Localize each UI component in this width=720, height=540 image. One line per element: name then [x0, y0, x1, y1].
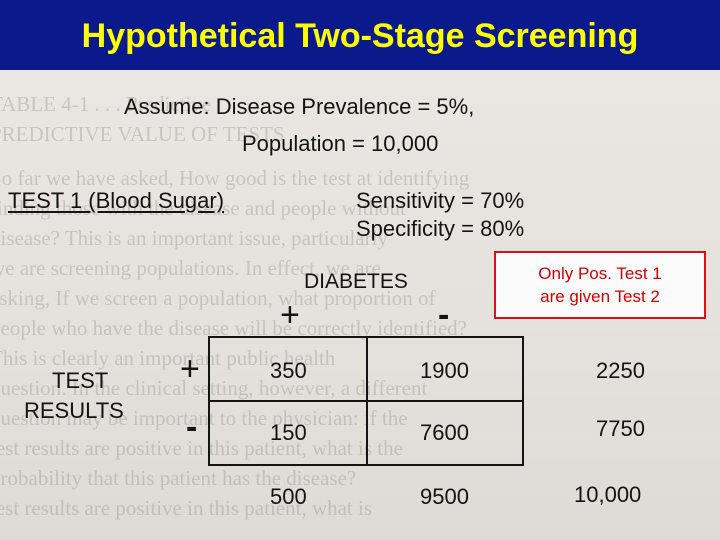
row-header-results: RESULTS — [24, 398, 124, 423]
two-stage-note-callout: Only Pos. Test 1 are given Test 2 — [494, 251, 706, 319]
column-total-without-disease: 9500 — [420, 484, 469, 509]
test-name: TEST 1 (Blood Sugar) — [8, 188, 225, 213]
population-assumption: Population = 10,000 — [242, 131, 439, 156]
slide-title: Hypothetical Two-Stage Screening — [81, 17, 639, 55]
specificity-label: Specificity = 80% — [356, 216, 525, 241]
column-total-with-disease: 500 — [270, 484, 307, 509]
sensitivity-label: Sensitivity = 70% — [356, 188, 525, 213]
table-row-divider — [208, 400, 524, 402]
row-total-positive: 2250 — [596, 358, 645, 383]
note-line-1: Only Pos. Test 1 — [538, 264, 662, 283]
row-total-negative: 7750 — [596, 416, 645, 441]
cell-neg-test-without-disease: 7600 — [420, 420, 469, 445]
table-bottom-border — [208, 464, 524, 466]
row-minus-sign: - — [186, 408, 198, 446]
row-plus-sign: + — [180, 350, 200, 388]
row-header-test: TEST — [52, 368, 109, 393]
prevalence-assumption: Assume: Disease Prevalence = 5%, — [124, 94, 475, 119]
grand-total: 10,000 — [574, 482, 642, 507]
column-plus-sign: + — [280, 296, 300, 334]
cell-neg-test-with-disease: 150 — [270, 420, 307, 445]
table-top-border — [208, 336, 524, 338]
note-line-2: are given Test 2 — [540, 287, 660, 306]
column-minus-sign: - — [438, 296, 450, 334]
cell-pos-test-with-disease: 350 — [270, 358, 307, 383]
column-header-diabetes: DIABETES — [304, 270, 408, 293]
cell-pos-test-without-disease: 1900 — [420, 358, 469, 383]
